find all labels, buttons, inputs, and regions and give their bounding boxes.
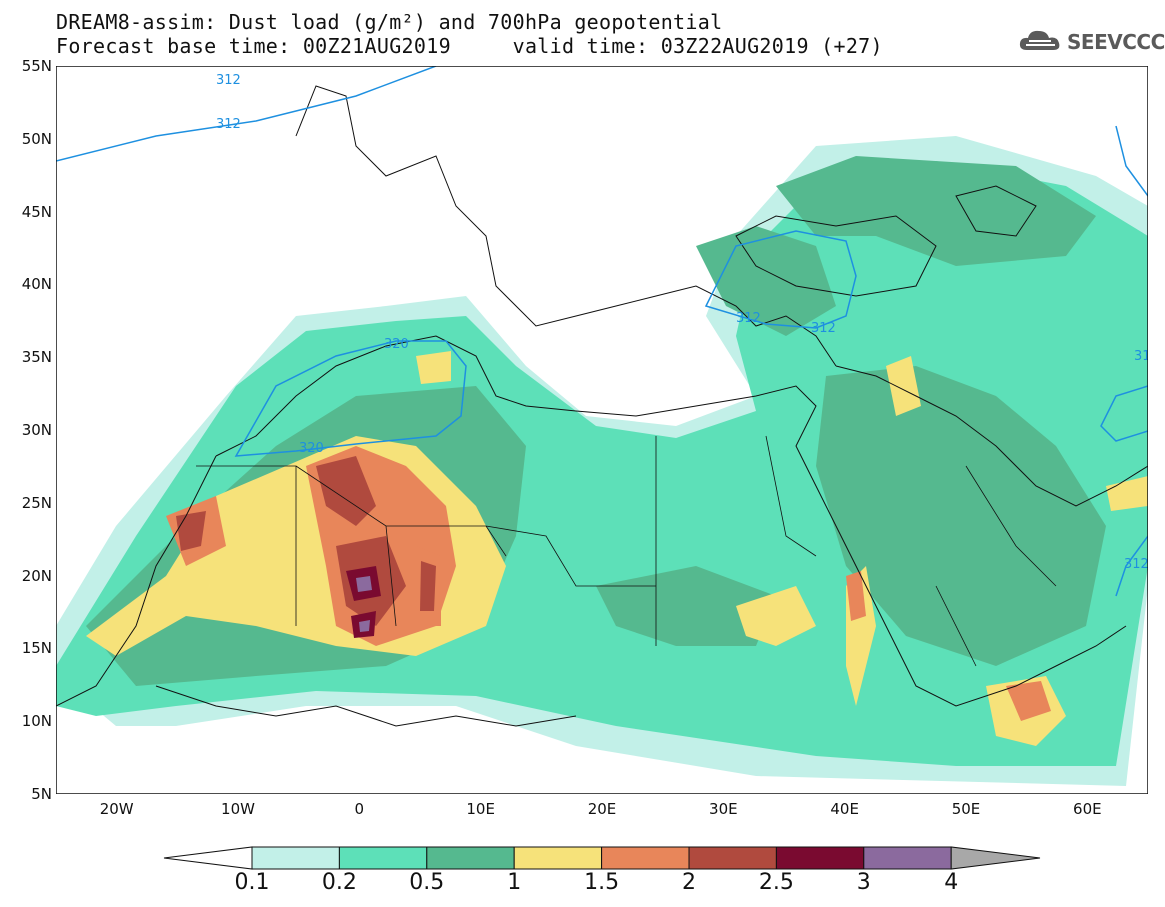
coastline bbox=[955, 185, 1037, 237]
latitude-tick-label: 30N bbox=[21, 421, 52, 439]
dust-band-0.5 bbox=[776, 156, 1096, 266]
geopotential-contour bbox=[56, 66, 437, 162]
longitude-tick-label: 50E bbox=[951, 800, 981, 818]
coastline bbox=[155, 685, 577, 727]
dust-band-2 bbox=[420, 561, 436, 611]
latitude-tick-label: 45N bbox=[21, 202, 52, 221]
colorbar-over-arrow bbox=[950, 846, 1041, 870]
dust-band-2 bbox=[316, 456, 376, 526]
longitude-tick-label: 20W bbox=[99, 800, 134, 818]
colorbar-label: 0.1 bbox=[234, 870, 270, 895]
dust-band-1 bbox=[886, 356, 921, 416]
coastline bbox=[295, 85, 837, 367]
latitude-tick-label: 55N bbox=[21, 57, 52, 75]
dust-band-0.5 bbox=[696, 226, 836, 336]
latitude-tick-label: 40N bbox=[21, 275, 52, 294]
geopotential-contour bbox=[1115, 125, 1148, 197]
colorbar-segment bbox=[513, 846, 603, 870]
latitude-tick-label: 20N bbox=[21, 566, 52, 585]
country-border bbox=[196, 435, 1057, 667]
colorbar-label: 4 bbox=[944, 870, 959, 895]
coastline bbox=[835, 365, 1148, 507]
colorbar-segment bbox=[338, 846, 428, 870]
colorbar-label: 3 bbox=[856, 870, 871, 895]
geopotential-contour bbox=[704, 230, 857, 329]
latitude-tick-label: 10N bbox=[21, 712, 52, 731]
latitude-tick-label: 25N bbox=[21, 493, 52, 512]
dust-band-1.5 bbox=[846, 571, 866, 621]
colorbar bbox=[163, 846, 1041, 870]
colorbar-label: 1.5 bbox=[584, 870, 620, 895]
dust-band-3 bbox=[356, 576, 372, 592]
colorbar-label: 2 bbox=[682, 870, 696, 895]
dust-band-1 bbox=[416, 351, 451, 384]
contour-label: 312 bbox=[216, 73, 241, 88]
map-canvas: 312 312 312 312 320 320 312 31 bbox=[56, 66, 1148, 794]
cloud-icon bbox=[1019, 30, 1060, 50]
geopotential-contour bbox=[1115, 535, 1148, 597]
logo-text: SEEVCCC bbox=[1067, 30, 1165, 54]
longitude-tick-label: 0 bbox=[354, 800, 365, 818]
geopotential-contour bbox=[1100, 385, 1148, 442]
contour-label: 312 bbox=[736, 311, 761, 326]
colorbar-segment bbox=[688, 846, 777, 870]
coastline bbox=[215, 335, 1127, 707]
longitude-tick-label: 10E bbox=[466, 800, 495, 818]
contour-label: 31 bbox=[1134, 349, 1148, 364]
contour-label: 312 bbox=[216, 117, 241, 132]
dust-map: 312 312 312 312 320 320 312 31 bbox=[56, 66, 1148, 794]
colorbar-segment bbox=[251, 846, 340, 870]
seevccc-logo: SEEVCCC bbox=[1017, 26, 1165, 62]
colorbar-label: 2.5 bbox=[758, 870, 794, 895]
dust-band-1 bbox=[1106, 476, 1148, 511]
longitude-tick-label: 30E bbox=[709, 800, 738, 818]
forecast-times: Forecast base time: 00Z21AUG2019 valid t… bbox=[56, 34, 883, 58]
latitude-tick-label: 35N bbox=[21, 348, 52, 367]
geopotential-contour bbox=[234, 340, 467, 457]
longitude-tick-label: 20E bbox=[587, 800, 617, 818]
colorbar-segment bbox=[775, 846, 865, 870]
latitude-tick-label: 15N bbox=[21, 639, 52, 658]
dust-band-1.5 bbox=[1006, 681, 1051, 721]
dust-band-3 bbox=[359, 620, 370, 632]
dust-band-1 bbox=[736, 586, 816, 646]
colorbar-segment bbox=[426, 846, 515, 870]
longitude-tick-label: 40E bbox=[830, 800, 859, 818]
dust-band-0.5 bbox=[816, 366, 1106, 666]
colorbar-under-arrow bbox=[163, 846, 253, 870]
coastline bbox=[56, 455, 217, 707]
colorbar-label: 0.5 bbox=[409, 870, 445, 895]
contour-label: 312 bbox=[1124, 557, 1148, 572]
longitude-tick-label: 60E bbox=[1073, 800, 1102, 818]
coastline bbox=[735, 215, 937, 297]
chart-title: DREAM8-assim: Dust load (g/m²) and 700hP… bbox=[56, 10, 723, 34]
colorbar-segment bbox=[863, 846, 952, 870]
contour-label: 320 bbox=[299, 441, 324, 456]
colorbar-segment bbox=[601, 846, 690, 870]
contour-label: 312 bbox=[811, 321, 836, 336]
contour-label: 320 bbox=[384, 337, 409, 352]
latitude-tick-label: 5N bbox=[31, 785, 52, 803]
longitude-tick-label: 10W bbox=[221, 800, 255, 818]
colorbar-label: 1 bbox=[507, 870, 522, 895]
latitude-tick-label: 50N bbox=[21, 129, 52, 148]
colorbar-label: 0.2 bbox=[321, 870, 357, 895]
